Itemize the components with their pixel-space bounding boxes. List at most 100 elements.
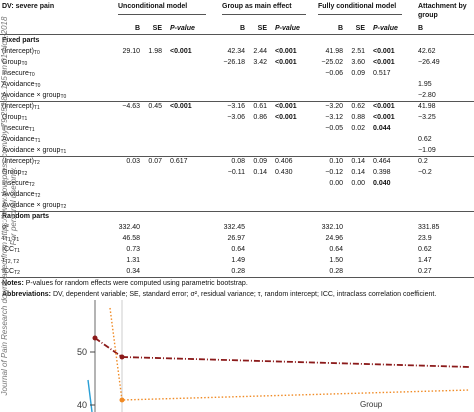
subscript: T1 bbox=[28, 127, 35, 133]
cell: <0.001 bbox=[373, 114, 395, 121]
cell: 0.86 bbox=[253, 114, 267, 121]
row-label: InsecureT1 bbox=[2, 125, 35, 133]
cell: 0.73 bbox=[126, 246, 140, 253]
cell: 1.31 bbox=[126, 257, 140, 264]
cell: 0.517 bbox=[373, 70, 391, 77]
cell: 0.617 bbox=[170, 158, 188, 165]
cell: 24.96 bbox=[325, 235, 343, 242]
cell: −0.05 bbox=[325, 125, 343, 132]
sub-header: SE bbox=[152, 25, 162, 32]
subscript: T2 bbox=[60, 204, 67, 210]
cell: 331.85 bbox=[418, 224, 440, 231]
cell: −0.11 bbox=[227, 169, 245, 176]
subscript: T2 bbox=[28, 182, 35, 188]
cell: <0.001 bbox=[275, 103, 297, 110]
rule bbox=[318, 14, 402, 15]
rule bbox=[0, 210, 474, 212]
y-tick-label: 50 bbox=[77, 347, 87, 357]
subscript: T1 bbox=[14, 248, 20, 254]
cell: 0.040 bbox=[373, 180, 391, 187]
row-label: Avoidance × groupT2 bbox=[2, 202, 67, 210]
subscript: T0 bbox=[33, 50, 40, 56]
cell: 2.44 bbox=[253, 48, 267, 55]
rule bbox=[118, 14, 206, 15]
cell: 3.42 bbox=[253, 59, 267, 66]
cell: 0.28 bbox=[231, 268, 245, 275]
row-label: GroupT0 bbox=[2, 59, 28, 67]
cell: −4.63 bbox=[122, 103, 140, 110]
row-label: ICCT2 bbox=[2, 268, 20, 276]
row-label: τT1, T1 bbox=[2, 235, 20, 243]
cell: 0.14 bbox=[351, 158, 365, 165]
cell: 0.08 bbox=[231, 158, 245, 165]
row-label: GroupT2 bbox=[2, 169, 28, 177]
cell: <0.001 bbox=[275, 48, 297, 55]
sub-header: P-value bbox=[170, 25, 195, 32]
cell: −2.80 bbox=[418, 92, 436, 99]
cell: 26.97 bbox=[227, 235, 245, 242]
cell: 1.98 bbox=[148, 48, 162, 55]
cell: 0.09 bbox=[253, 158, 267, 165]
subscript: T0 bbox=[21, 61, 28, 67]
rule bbox=[0, 34, 474, 35]
cell: 0.406 bbox=[275, 158, 293, 165]
cell: <0.001 bbox=[170, 103, 192, 110]
cell: 0.14 bbox=[351, 169, 365, 176]
cell: 42.34 bbox=[227, 48, 245, 55]
section-title: Fixed parts bbox=[2, 37, 40, 44]
cell: −3.12 bbox=[325, 114, 343, 121]
cell: 0.044 bbox=[373, 125, 391, 132]
cell: 0.464 bbox=[373, 158, 391, 165]
marker bbox=[119, 354, 125, 360]
cell: 0.62 bbox=[418, 246, 432, 253]
cell: 0.34 bbox=[126, 268, 140, 275]
cell: 29.10 bbox=[122, 48, 140, 55]
rule bbox=[0, 155, 474, 157]
row-label: ICCT1 bbox=[2, 246, 20, 254]
sub-header: SE bbox=[355, 25, 365, 32]
rule bbox=[0, 277, 474, 278]
section-title: Random parts bbox=[2, 213, 50, 220]
sub-header: B bbox=[239, 25, 245, 32]
column-header: Attachment by group bbox=[418, 3, 467, 19]
column-header: DV: severe pain bbox=[2, 3, 55, 10]
y-tick-label: 40 bbox=[77, 400, 87, 410]
cell: 46.58 bbox=[122, 235, 140, 242]
line-orange bbox=[109, 307, 471, 401]
cell: −25.02 bbox=[321, 59, 343, 66]
cell: 41.98 bbox=[418, 103, 436, 110]
row-label: Avoidance × groupT0 bbox=[2, 92, 67, 100]
note: Notes: P-values for random effects were … bbox=[2, 279, 248, 288]
cell: 0.02 bbox=[351, 125, 365, 132]
cell: 0.45 bbox=[148, 103, 162, 110]
cell: 0.64 bbox=[231, 246, 245, 253]
cell: <0.001 bbox=[275, 59, 297, 66]
subscript: T2 bbox=[33, 160, 40, 166]
note: Abbreviations: DV, dependent variable; S… bbox=[2, 290, 436, 299]
cell: 0.07 bbox=[148, 158, 162, 165]
cell: 0.27 bbox=[418, 268, 432, 275]
line-dark-red bbox=[94, 337, 471, 368]
cell: −3.20 bbox=[325, 103, 343, 110]
cell: 0.2 bbox=[418, 158, 428, 165]
subscript: T0 bbox=[34, 83, 41, 89]
row-label: (Intercept)T2 bbox=[2, 158, 40, 166]
subscript: T2 bbox=[34, 193, 41, 199]
figure-fragment: 50 40 Group bbox=[77, 300, 471, 412]
note-lead: Notes: bbox=[2, 280, 24, 287]
row-label: Avoidance × groupT1 bbox=[2, 147, 67, 155]
cell: −1.09 bbox=[418, 147, 436, 154]
sub-header: B bbox=[337, 25, 343, 32]
sub-header: P-value bbox=[373, 25, 398, 32]
cell: 332.40 bbox=[118, 224, 140, 231]
subscript: T1, T1 bbox=[4, 237, 20, 243]
subscript: T2, T2 bbox=[4, 259, 20, 265]
cell: −26.49 bbox=[418, 59, 440, 66]
cell: 1.50 bbox=[329, 257, 343, 264]
subscript: T0 bbox=[28, 72, 35, 78]
legend-label: Group bbox=[360, 400, 383, 409]
cell: 0.00 bbox=[351, 180, 365, 187]
sub-header: B bbox=[418, 25, 424, 32]
note-text: DV, dependent variable; SE, standard err… bbox=[51, 291, 437, 298]
